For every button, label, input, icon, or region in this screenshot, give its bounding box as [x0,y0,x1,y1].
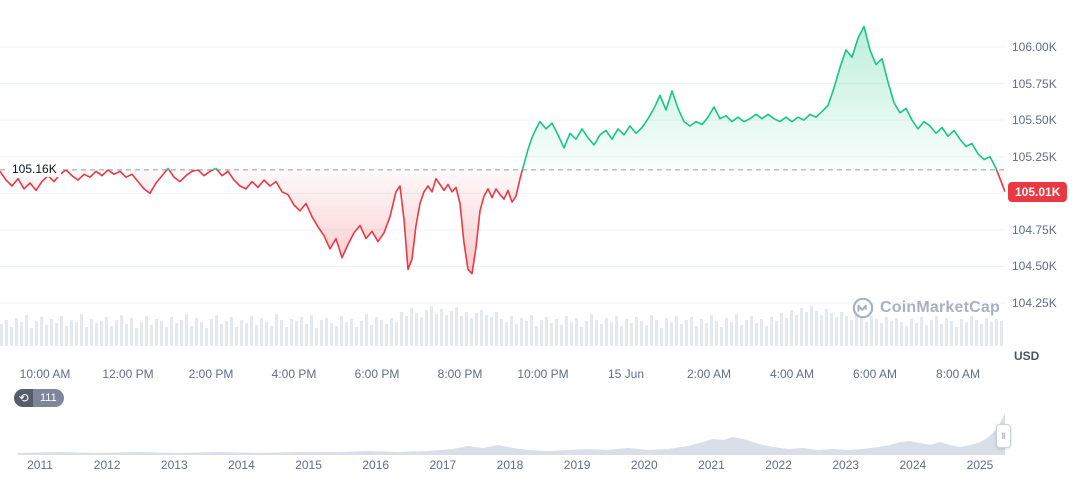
history-icon: ⟲ [14,389,33,407]
coinmarketcap-logo-icon [852,297,874,319]
watermark-label: CoinMarketCap [880,299,1000,316]
year-label: 2024 [899,458,927,472]
x-tick-label: 4:00 AM [769,367,815,381]
baseline-price-label: 105.16K [8,160,61,177]
brush-handle[interactable]: ‖ [996,424,1011,448]
year-label: 2018 [496,458,524,472]
y-tick-label: 105.25K [1012,149,1057,164]
x-tick-label: 6:00 PM [354,367,400,381]
x-tick-label: 8:00 AM [935,367,981,381]
currency-label: USD [1014,349,1040,363]
year-label: 2015 [295,458,322,472]
x-tick-label: 12:00 PM [102,367,154,381]
x-tick-label: 10:00 AM [19,367,71,381]
y-tick-label: 105.50K [1012,113,1057,128]
year-label: 2012 [93,458,121,472]
year-label: 2020 [630,458,658,472]
history-control[interactable]: ⟲ 111 [14,389,64,407]
x-tick-label: 2:00 PM [188,367,234,381]
coinmarketcap-watermark: CoinMarketCap [852,297,1000,319]
price-chart[interactable] [0,0,1005,362]
x-tick-label: 2:00 AM [686,367,732,381]
x-tick-label: 15 Jun [607,367,645,381]
year-label: 2013 [160,458,188,472]
x-tick-label: 8:00 PM [437,367,483,381]
x-tick-label: 4:00 PM [271,367,317,381]
y-tick-label: 104.75K [1012,222,1057,237]
history-count: 111 [33,389,64,407]
y-tick-label: 106.00K [1012,40,1057,54]
timeline-minimap[interactable] [18,405,1005,455]
y-tick-label: 105.75K [1012,76,1057,91]
year-label: 2023 [832,458,860,472]
current-price-badge: 105.01K [1008,181,1068,202]
x-tick-label: 10:00 PM [517,367,569,381]
y-tick-label: 104.50K [1012,259,1057,274]
year-label: 2014 [228,458,255,472]
year-label: 2016 [362,458,390,472]
year-label: 2022 [765,458,792,472]
year-label: 2019 [563,458,591,472]
y-tick-label: 104.25K [1012,296,1057,310]
year-label: 2021 [698,458,725,472]
year-label: 2011 [27,458,53,472]
year-label: 2025 [966,458,994,472]
year-label: 2017 [429,458,457,472]
x-tick-label: 6:00 AM [852,367,898,381]
